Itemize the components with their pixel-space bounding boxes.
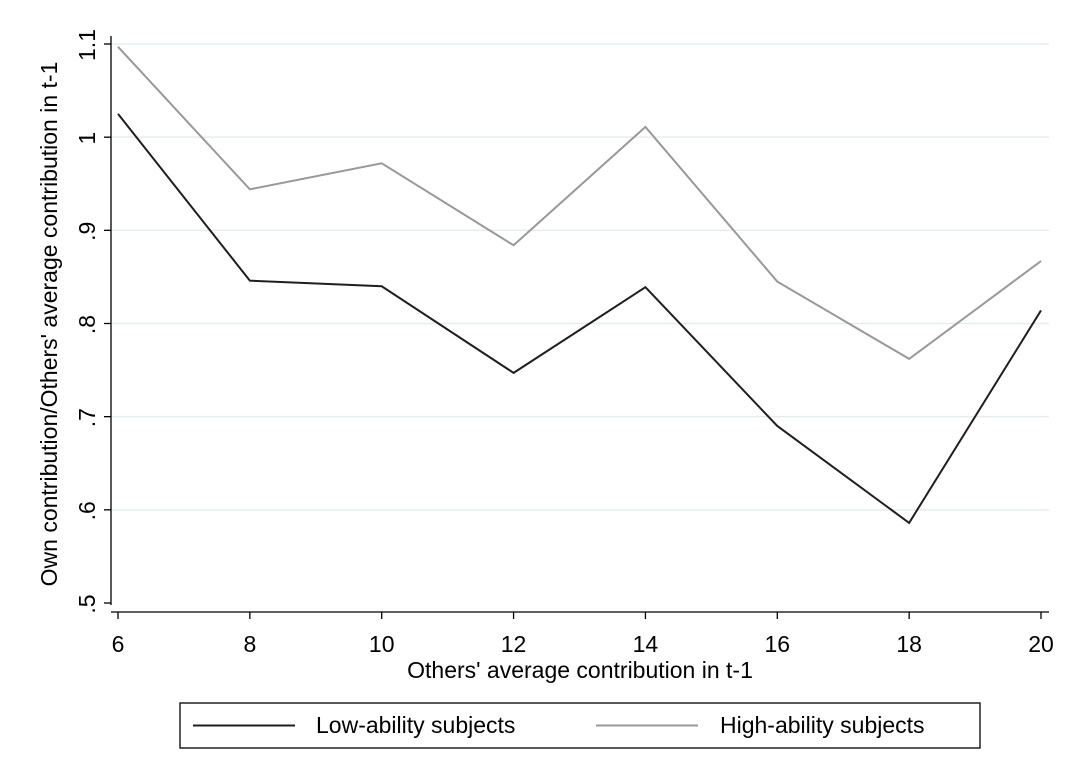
x-tick-label: 14 [633,631,659,657]
legend: Low-ability subjects High-ability subjec… [179,702,981,749]
y-tick-label: .5 [74,594,100,613]
gridlines [111,43,1049,511]
x-tick-label: 16 [764,631,790,657]
y-tick-label: 1.1 [74,29,100,61]
y-tick-label: 1 [74,132,100,145]
y-tick-label: .8 [74,315,100,334]
plot-area [111,40,1056,610]
x-tick-label: 12 [501,631,527,657]
legend-label-high: High-ability subjects [720,712,925,738]
series-line-high-ability [117,46,1042,361]
x-ticks: 6 8 10 12 14 16 18 20 [112,612,1054,657]
legend-box [179,702,981,749]
x-tick-label: 18 [896,631,922,657]
y-tick-label: .7 [74,408,100,427]
x-tick-label: 10 [369,631,395,657]
x-tick-label: 20 [1028,631,1054,657]
series-lines [117,46,1042,525]
y-ticks: .5 .6 .7 .8 .9 1 1.1 [74,29,111,614]
series-line-low-ability [117,113,1042,525]
legend-label-low: Low-ability subjects [316,712,515,738]
x-tick-label: 8 [243,631,256,657]
y-tick-label: .6 [74,501,100,520]
x-axis-title: Others' average contribution in t-1 [407,657,753,683]
y-tick-label: .9 [74,222,100,241]
x-tick-label: 6 [112,631,125,657]
y-axis-title: Own contribution/Others' average contrib… [36,62,62,587]
